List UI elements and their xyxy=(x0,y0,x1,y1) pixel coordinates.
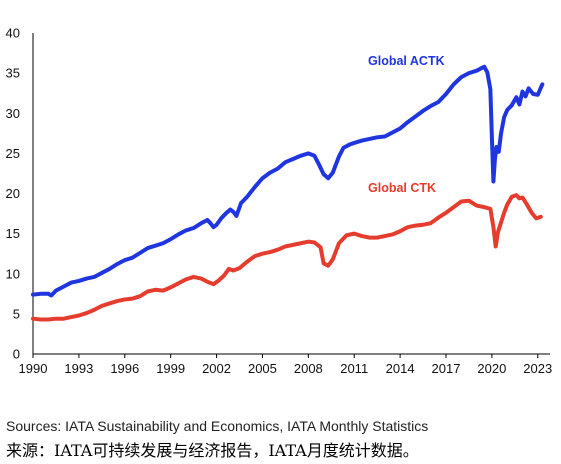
y-axis-ticks: 0 5 10 15 20 25 30 35 40 xyxy=(6,26,20,362)
y-tick-label: 15 xyxy=(6,226,20,241)
x-tick-label: 1999 xyxy=(156,361,185,376)
x-axis-ticks: 1990 1993 1996 1999 2002 2005 2008 2011 2014 2017… xyxy=(19,354,552,376)
x-tick-label: 1996 xyxy=(110,361,139,376)
series-label-actk: Global ACTK xyxy=(368,54,445,68)
x-tick-label: 2020 xyxy=(477,361,506,376)
series-label-ctk: Global CTK xyxy=(368,181,436,195)
x-tick-label: 2017 xyxy=(432,361,461,376)
source-note-english: Sources: IATA Sustainability and Economi… xyxy=(6,418,429,434)
series-line-actk xyxy=(31,64,545,298)
source-note-chinese: 来源：IATA可持续发展与经济报告，IATA月度统计数据。 xyxy=(6,441,419,460)
series-layer xyxy=(31,64,545,322)
y-tick-label: 0 xyxy=(13,347,20,362)
line-chart: 0 5 10 15 20 25 30 35 40 1990 1993 1996 1999 2002 200… xyxy=(6,26,553,377)
y-tick-label: 10 xyxy=(6,266,20,281)
y-tick-label: 35 xyxy=(6,66,20,81)
x-tick-label: 2011 xyxy=(340,361,368,376)
y-tick-label: 5 xyxy=(13,306,20,321)
x-tick-label: 2023 xyxy=(523,361,552,376)
x-tick-label: 2008 xyxy=(294,361,323,376)
y-tick-label: 20 xyxy=(6,186,20,201)
series-line-ctk xyxy=(31,193,543,322)
x-tick-label: 1993 xyxy=(64,361,93,376)
x-tick-label: 2014 xyxy=(386,361,415,376)
x-tick-label: 2005 xyxy=(248,361,277,376)
x-tick-label: 2002 xyxy=(202,361,231,376)
x-tick-label: 1990 xyxy=(19,361,48,376)
y-tick-label: 40 xyxy=(6,26,20,41)
y-tick-label: 25 xyxy=(6,146,20,161)
y-tick-label: 30 xyxy=(6,106,20,121)
